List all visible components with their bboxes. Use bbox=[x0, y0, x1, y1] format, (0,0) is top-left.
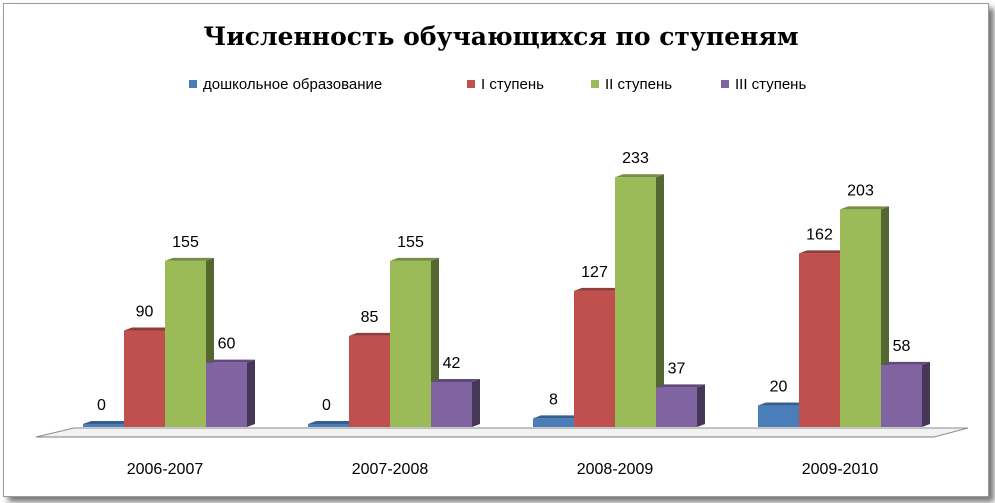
value-label-2008-2009-series-4: 37 bbox=[668, 360, 686, 377]
legend-swatch-3 bbox=[591, 80, 599, 88]
bar-2009-2010-series-4 bbox=[881, 361, 930, 427]
chart-title: Численность обучающихся по ступеням bbox=[203, 22, 798, 51]
legend-label-2: I ступень bbox=[481, 76, 544, 93]
chart-svg: Численность обучающихся по ступеням дошк… bbox=[35, 22, 969, 478]
value-label-2006-2007-series-4: 60 bbox=[218, 336, 236, 353]
bars bbox=[83, 174, 930, 427]
value-label-2007-2008-series-1: 0 bbox=[322, 397, 331, 414]
chart-frame: Численность обучающихся по ступеням дошк… bbox=[3, 3, 989, 497]
x-tick-2008-2009: 2008-2009 bbox=[577, 461, 654, 478]
value-label-2009-2010-series-3: 203 bbox=[847, 182, 874, 199]
value-label-2009-2010-series-1: 20 bbox=[770, 379, 788, 396]
legend: дошкольное образование I ступень II ступен… bbox=[189, 76, 806, 93]
value-label-2006-2007-series-1: 0 bbox=[97, 397, 106, 414]
value-label-2007-2008-series-3: 155 bbox=[397, 234, 424, 251]
legend-label-3: II ступень bbox=[605, 76, 672, 93]
value-label-2007-2008-series-2: 85 bbox=[361, 309, 379, 326]
legend-swatch-1 bbox=[189, 80, 197, 88]
bar-2007-2008-series-4 bbox=[431, 378, 480, 427]
value-label-2006-2007-series-3: 155 bbox=[172, 234, 199, 251]
bar-2006-2007-series-3 bbox=[165, 257, 214, 427]
bar-2007-2008-series-3 bbox=[390, 257, 439, 427]
x-tick-2006-2007: 2006-2007 bbox=[127, 461, 204, 478]
chart-floor bbox=[35, 427, 969, 438]
value-label-2008-2009-series-1: 8 bbox=[549, 391, 558, 408]
value-label-2009-2010-series-2: 162 bbox=[806, 226, 833, 243]
legend-swatch-4 bbox=[721, 80, 729, 88]
x-tick-2009-2010: 2009-2010 bbox=[802, 461, 879, 478]
x-axis-tick-labels: 2006-2007 2007-2008 2008-2009 2009-2010 bbox=[127, 461, 879, 478]
value-label-2009-2010-series-4: 58 bbox=[893, 338, 911, 355]
bar-2008-2009-series-4 bbox=[656, 384, 705, 427]
legend-label-1: дошкольное образование bbox=[203, 76, 382, 93]
value-label-2007-2008-series-4: 42 bbox=[443, 355, 461, 372]
legend-label-4: III ступень bbox=[735, 76, 806, 93]
bar-2008-2009-series-3 bbox=[615, 174, 664, 427]
value-label-2008-2009-series-3: 233 bbox=[622, 150, 649, 167]
legend-swatch-2 bbox=[467, 80, 475, 88]
value-label-2006-2007-series-2: 90 bbox=[136, 304, 154, 321]
floor-plane bbox=[35, 427, 969, 438]
value-labels: 0 90 155 60 0 85 155 42 8 127 233 37 20 162 203 58 bbox=[97, 150, 910, 414]
value-label-2008-2009-series-2: 127 bbox=[581, 264, 608, 281]
x-tick-2007-2008: 2007-2008 bbox=[352, 461, 429, 478]
bar-2006-2007-series-4 bbox=[206, 359, 255, 427]
